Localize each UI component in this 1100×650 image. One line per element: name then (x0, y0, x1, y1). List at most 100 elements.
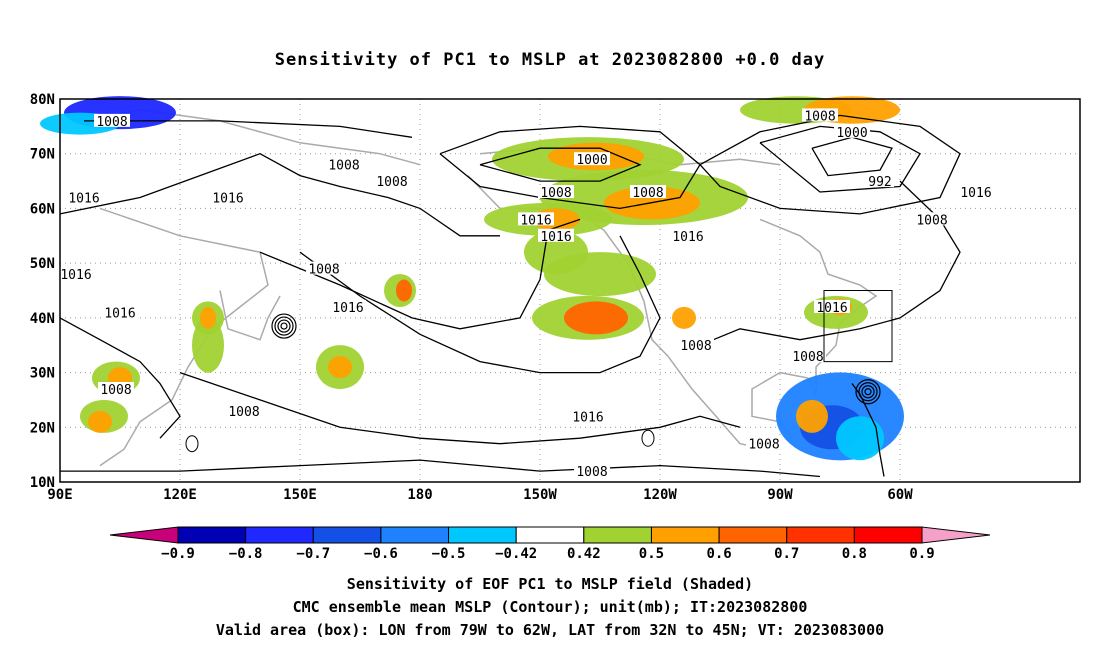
colorbar-tick-label: −0.42 (495, 546, 537, 562)
lat-tick-label: 80N (30, 92, 55, 108)
colorbar-segment (515, 526, 585, 544)
contour-label: 1008 (328, 159, 359, 174)
colorbar-segment (853, 526, 923, 544)
lat-tick-label: 30N (30, 366, 55, 382)
isobar-line (59, 317, 181, 439)
contour-label-bg (814, 299, 850, 313)
colorbar-tick-label: 0.42 (567, 546, 601, 562)
contour-label-bg (834, 124, 870, 138)
contour-label-bg (914, 212, 950, 226)
isobar-line (84, 120, 413, 138)
contour-label-bg (574, 152, 610, 166)
lon-tick-label: 150W (523, 487, 557, 503)
colorbar-tick-label: −0.5 (432, 546, 466, 562)
sensitivity-patch (672, 306, 696, 329)
colorbar-segment (650, 526, 720, 544)
contour-label-bg (94, 113, 130, 127)
contour-label-bg (226, 403, 262, 417)
contour-label-bg (802, 108, 838, 122)
cyclone-contour (274, 316, 294, 336)
colorbar-tick-label: −0.8 (229, 546, 263, 562)
footer-line-2: CMC ensemble mean MSLP (Contour); unit(m… (292, 598, 808, 616)
isobar-line (811, 136, 893, 177)
cyclone-contour (277, 319, 291, 333)
contour-label-bg (538, 228, 574, 242)
closed-contour (185, 435, 199, 453)
lon-tick-label: 120E (163, 487, 197, 503)
contour-label: 1016 (672, 230, 703, 245)
contour-label: 1008 (96, 115, 127, 130)
isobar-line (60, 459, 821, 478)
contour-label: 1016 (332, 301, 363, 316)
contour-label: 1008 (100, 383, 131, 398)
coastline (751, 218, 878, 439)
lat-tick-label: 50N (30, 256, 55, 272)
lon-tick-label: 90W (767, 487, 793, 503)
cyclone-contour (864, 388, 872, 396)
contour-label: 1016 (212, 191, 243, 206)
contour-label-bg (678, 338, 714, 352)
contour-label-bg (538, 185, 574, 199)
contour-label: 1016 (960, 186, 991, 201)
lat-tick-label: 40N (30, 311, 55, 327)
footer-line-1: Sensitivity of EOF PC1 to MSLP field (Sh… (346, 575, 754, 593)
colorbar-tick-label: 0.9 (909, 546, 934, 562)
contour-label: 1008 (228, 405, 259, 420)
lon-tick-label: 120W (643, 487, 677, 503)
contour-label-bg (326, 157, 362, 171)
cyclone-contour (855, 379, 881, 405)
lat-tick-label: 10N (30, 475, 55, 491)
colorbar-tick-label: −0.7 (296, 546, 330, 562)
contour-label-bg (630, 185, 666, 199)
colorbar-tick-label: −0.9 (161, 546, 195, 562)
contour-label-bg (574, 464, 610, 478)
isobar-line (299, 235, 661, 374)
isobar-line (759, 125, 921, 193)
contour-label: 1008 (632, 186, 663, 201)
colorbar-segment (177, 526, 247, 544)
lon-tick-label: 180 (407, 487, 432, 503)
colorbar-high-arrow (921, 526, 991, 544)
lat-tick-label: 20N (30, 420, 55, 436)
valid-area-box (823, 290, 893, 363)
coastline (219, 290, 281, 341)
contour-label-bg (58, 267, 94, 281)
contour-label: 992 (868, 175, 891, 190)
contour-label: 1016 (520, 213, 551, 228)
sensitivity-patch (544, 252, 656, 297)
cyclone-contour (858, 382, 878, 402)
isobar-line (179, 371, 741, 445)
contour-label-bg (958, 185, 994, 199)
sensitivity-patch (328, 356, 352, 379)
sensitivity-patch (796, 399, 828, 433)
isobar-line (439, 125, 701, 210)
contour-label-bg (518, 212, 554, 226)
contour-label: 1008 (540, 186, 571, 201)
lon-tick-label: 90E (47, 487, 72, 503)
contour-label-bg (330, 299, 366, 313)
closed-contour (641, 429, 655, 447)
isobar-line (479, 147, 642, 182)
sensitivity-patch (396, 279, 412, 302)
map-frame (59, 98, 1081, 483)
lon-tick-label: 60W (887, 487, 913, 503)
contour-label-bg (374, 174, 410, 188)
contour-label: 1016 (104, 306, 135, 321)
colorbar-segment (380, 526, 450, 544)
cyclone-contour (271, 313, 297, 339)
colorbar-segment (583, 526, 652, 544)
contour-label: 1016 (572, 410, 603, 425)
contour-label: 1016 (540, 230, 571, 245)
contour-label-bg (210, 190, 246, 204)
sensitivity-patch (564, 301, 628, 335)
colorbar-tick-label: 0.5 (639, 546, 664, 562)
contour-label: 1008 (916, 213, 947, 228)
colorbar-segment (786, 526, 855, 544)
colorbar-low-arrow (109, 526, 179, 544)
chart-title: Sensitivity of PC1 to MSLP at 2023082800… (274, 50, 826, 70)
isobar-line (699, 114, 961, 215)
contour-label-bg (570, 409, 606, 423)
contour-label-bg (670, 228, 706, 242)
